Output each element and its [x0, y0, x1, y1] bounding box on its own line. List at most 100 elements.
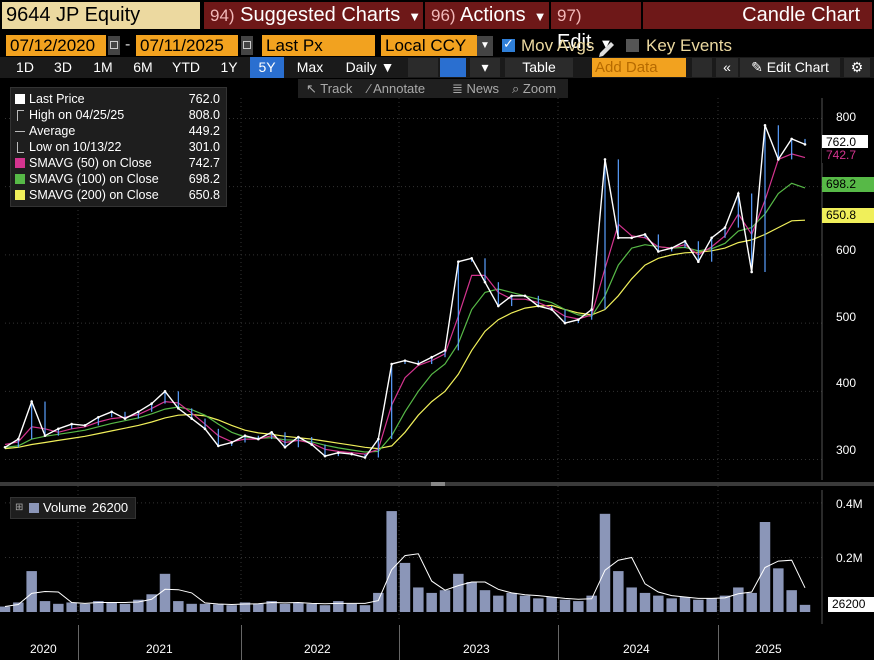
volume-bar — [199, 603, 211, 612]
price-points — [3, 123, 807, 459]
price-point — [537, 304, 540, 308]
legend-value: 650.8 — [188, 188, 220, 202]
calendar-icon[interactable] — [241, 36, 253, 55]
volume-bar — [426, 592, 437, 612]
period-5y[interactable]: 5Y — [250, 57, 284, 78]
caret-down-icon: ▼ — [380, 59, 395, 75]
mov-avgs-checkbox[interactable] — [502, 36, 515, 52]
volume-average-line — [4, 553, 806, 607]
resize-handle[interactable] — [431, 482, 445, 486]
news-tool[interactable]: ≣ News — [452, 79, 499, 98]
annotate-tool[interactable]: ∕ Annotate — [368, 79, 425, 98]
price-point — [3, 445, 7, 449]
price-point — [337, 451, 340, 455]
volume-bar — [466, 582, 477, 612]
price-point — [243, 434, 247, 437]
price-point — [670, 246, 673, 250]
legend-last-price: Last Price 762.0 — [11, 91, 226, 107]
volume-bar — [346, 603, 357, 612]
start-date-field[interactable]: 07/12/2020 — [6, 35, 106, 56]
suggested-charts-menu[interactable]: 94) Suggested Charts ▼ — [204, 2, 423, 29]
key-events-label[interactable]: Key Events — [646, 36, 732, 55]
ticker-field[interactable]: 9644 JP Equity — [2, 2, 200, 29]
price-point — [83, 424, 87, 427]
price-point — [577, 318, 580, 321]
volume-bar — [333, 601, 344, 612]
price-point — [403, 359, 407, 362]
price-field-select[interactable]: Last Px — [262, 35, 375, 56]
price-point — [17, 437, 20, 441]
price-point — [43, 434, 47, 437]
last-price-tag: 762.0 — [822, 135, 868, 150]
volume-bar — [626, 587, 637, 612]
filter-icon[interactable] — [692, 58, 712, 77]
annotate-label: Annotate — [373, 81, 426, 96]
end-date-field[interactable]: 07/11/2025 — [136, 35, 238, 56]
chevron-down-icon[interactable]: ▼ — [477, 36, 493, 56]
volume-bar — [599, 513, 611, 612]
period-1y[interactable]: 1Y — [220, 59, 238, 75]
volume-bar — [119, 603, 131, 612]
period-3d[interactable]: 3D — [54, 59, 72, 75]
candle-chart-icon[interactable] — [440, 58, 466, 77]
volume-bar — [733, 587, 744, 612]
gear-icon[interactable]: ⚙ — [844, 58, 870, 77]
price-point — [190, 417, 193, 420]
volume-bar — [359, 605, 371, 612]
add-data-input[interactable]: Add Data — [592, 58, 686, 77]
sma100-tag: 698.2 — [822, 177, 874, 192]
currency-select[interactable]: Local CCY — [381, 35, 477, 56]
price-legend[interactable]: Last Price 762.0 High on 04/25/25 808.0 … — [10, 87, 227, 207]
collapse-icon[interactable]: « — [716, 58, 738, 77]
average-marker-icon — [15, 131, 25, 132]
frequency-label: Daily — [345, 59, 377, 75]
volume-bar — [399, 562, 411, 612]
volume-bar — [533, 598, 544, 612]
volume-bar — [653, 595, 664, 612]
price-point — [417, 362, 420, 366]
price-tick: 400 — [836, 376, 857, 390]
price-point — [590, 308, 593, 311]
calendar-icon[interactable] — [108, 36, 120, 55]
price-point — [283, 445, 287, 449]
price-tick: 600 — [836, 243, 857, 257]
period-ytd[interactable]: YTD — [172, 59, 200, 75]
actions-menu[interactable]: 96) Actions ▼ — [425, 2, 549, 29]
volume-legend[interactable]: ⊞ Volume 26200 — [10, 497, 136, 519]
legend-swatch — [15, 174, 25, 184]
year-divider — [78, 625, 79, 660]
volume-bar — [613, 571, 624, 612]
frequency-select[interactable]: Daily ▼ — [334, 57, 406, 78]
menu-label: Edit — [557, 31, 592, 53]
zoom-tool[interactable]: ⌕ Zoom — [512, 79, 556, 98]
price-point — [603, 158, 607, 161]
period-1d[interactable]: 1D — [16, 59, 34, 75]
chevron-down-icon[interactable]: ▾ — [470, 58, 500, 77]
key-events-checkbox[interactable] — [626, 39, 639, 52]
legend-label: High on 04/25/25 — [29, 108, 125, 122]
annotate-icon: ∕ — [368, 81, 371, 96]
track-tool[interactable]: ↖ Track — [306, 79, 352, 98]
line-chart-icon[interactable] — [408, 58, 438, 77]
table-button[interactable]: Table — [505, 58, 573, 77]
period-1m[interactable]: 1M — [93, 59, 113, 75]
volume-bar — [799, 604, 811, 612]
year-label: 2021 — [146, 642, 173, 656]
expand-icon[interactable]: ⊞ — [15, 502, 24, 513]
price-point — [323, 454, 327, 458]
period-max[interactable]: Max — [296, 59, 324, 75]
legend-label: Average — [29, 124, 76, 138]
mov-avgs-label[interactable]: Mov Avgs — [521, 36, 595, 55]
legend-label: SMAVG (50) on Close — [29, 156, 152, 170]
volume-bar — [173, 601, 184, 612]
price-tick: 300 — [836, 443, 857, 457]
price-point — [97, 415, 100, 419]
smavg-200-line — [4, 219, 806, 450]
period-6m[interactable]: 6M — [133, 59, 153, 75]
pencil-icon: ✎ — [751, 59, 763, 75]
legend-label: SMAVG (100) on Close — [29, 172, 159, 186]
price-point — [377, 437, 380, 441]
price-point — [123, 417, 127, 420]
edit-chart-button[interactable]: ✎ Edit Chart — [740, 58, 840, 77]
price-point — [657, 250, 660, 253]
